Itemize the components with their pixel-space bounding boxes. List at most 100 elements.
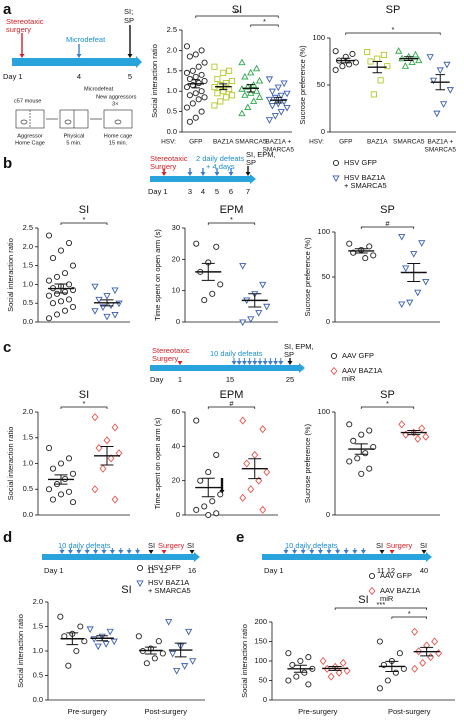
data-point xyxy=(155,638,162,645)
data-point xyxy=(346,421,353,428)
y-tick-label: 50 xyxy=(259,675,267,684)
data-point xyxy=(406,299,414,307)
data-point xyxy=(411,664,419,673)
day-label: Day 1 xyxy=(44,566,64,575)
arrow-head xyxy=(335,550,341,554)
arrow-head xyxy=(214,172,220,176)
y-tick-label: 50 xyxy=(317,80,325,89)
x-tick-label: Pre-surgery xyxy=(68,707,107,716)
data-point xyxy=(244,103,252,111)
arrow-head xyxy=(421,550,427,554)
data-point xyxy=(376,638,383,645)
data-point xyxy=(91,485,99,494)
arrow-head xyxy=(118,550,124,554)
category-prefix: HSV: xyxy=(161,139,176,146)
data-point xyxy=(274,84,282,92)
timeline-bar xyxy=(150,174,256,184)
data-point xyxy=(374,55,381,62)
legend-label: + SMARCA5 xyxy=(344,181,387,190)
data-point xyxy=(198,71,205,78)
data-point xyxy=(239,416,247,425)
data-point xyxy=(285,650,292,657)
day-label: 4 xyxy=(77,72,81,81)
data-point xyxy=(213,243,220,250)
data-point xyxy=(115,300,123,308)
data-point xyxy=(135,633,142,640)
data-point xyxy=(223,94,230,101)
data-point xyxy=(91,308,99,315)
y-tick-label: 1.5 xyxy=(23,433,33,442)
legend-marker xyxy=(332,175,340,183)
timeline-bar xyxy=(262,552,432,562)
y-tick-label: 0.0 xyxy=(23,317,33,326)
data-point xyxy=(173,668,181,675)
x-tick-label: Post-surgery xyxy=(144,707,187,716)
legend-label: miR xyxy=(342,374,356,383)
data-point xyxy=(398,233,406,241)
timeline-label: SI xyxy=(148,541,155,550)
data-point xyxy=(165,619,173,626)
day-label: 16 xyxy=(188,566,196,575)
x-tick-label: SMARCA5 xyxy=(393,139,425,146)
chart-title: SI xyxy=(232,4,242,16)
data-point xyxy=(189,658,197,665)
timeline-label: SP xyxy=(124,16,134,25)
chart-title: SI xyxy=(121,584,131,596)
significance-label: ** xyxy=(234,8,240,17)
data-point xyxy=(193,506,200,513)
error-bar xyxy=(248,458,262,480)
data-point xyxy=(339,658,347,668)
data-point xyxy=(205,469,212,476)
data-point xyxy=(143,660,150,667)
data-point xyxy=(283,90,291,98)
data-point xyxy=(69,499,77,506)
data-point xyxy=(183,104,190,111)
data-point xyxy=(280,80,288,88)
data-point xyxy=(247,68,255,76)
data-point xyxy=(431,637,439,646)
legend-marker xyxy=(330,352,338,360)
y-tick-label: 2.5 xyxy=(167,25,177,34)
diagram-label: Home cage xyxy=(104,133,133,139)
day-label: 25 xyxy=(286,375,294,384)
chart-title: EPM xyxy=(220,389,244,401)
timeline-bar xyxy=(12,56,142,68)
timeline-label: + 4 days xyxy=(206,162,235,171)
y-tick-label: 1.5 xyxy=(167,66,177,75)
data-point xyxy=(115,449,123,458)
data-point xyxy=(91,413,99,422)
data-point xyxy=(214,75,221,83)
y-tick-label: 1.5 xyxy=(23,261,33,270)
data-point xyxy=(45,444,53,452)
significance-label: * xyxy=(408,609,411,618)
data-point xyxy=(110,638,118,646)
data-point xyxy=(239,319,247,327)
diagram-label: New aggressors xyxy=(96,94,137,100)
arrow-head xyxy=(127,54,133,58)
data-point xyxy=(418,240,426,247)
significance-bracket xyxy=(207,222,256,225)
x-tick-label: BAZ1A xyxy=(213,139,234,146)
data-point xyxy=(297,657,304,665)
arrow-head xyxy=(76,550,82,554)
data-point xyxy=(332,66,339,74)
chart-title: SI xyxy=(358,594,368,606)
error-bar xyxy=(246,84,255,93)
day-label: 7 xyxy=(246,187,250,196)
significance-label: * xyxy=(386,399,389,408)
data-point xyxy=(193,417,200,424)
day-label: Day 1 xyxy=(148,187,168,196)
data-point xyxy=(335,668,343,677)
data-point xyxy=(418,424,426,433)
arrow-head xyxy=(187,172,193,176)
data-point xyxy=(69,470,77,477)
chart-title: SP xyxy=(380,389,395,401)
day-label: 6 xyxy=(229,187,233,196)
data-point xyxy=(443,61,451,69)
y-axis-label: Social interaction ratio xyxy=(6,238,15,312)
data-point xyxy=(265,117,274,124)
legend-label: HSV GFP xyxy=(148,563,181,572)
error-bar xyxy=(354,443,368,455)
data-point xyxy=(186,53,193,60)
